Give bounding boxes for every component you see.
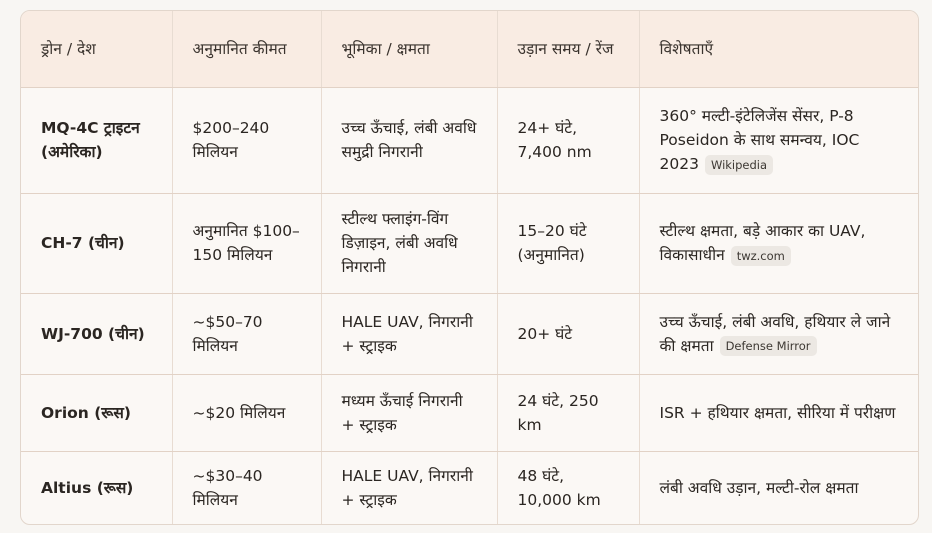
drone-role: स्टील्थ फ्लाइंग-विंग डिज़ाइन, लंबी अवधि … <box>321 193 498 294</box>
drone-features: लंबी अवधि उड़ान, मल्टी-रोल क्षमता <box>659 478 859 497</box>
drone-price: अनुमानित $100–150 मिलियन <box>172 193 322 294</box>
features-text: 360° मल्टी-इंटेलिजेंस सेंसर, P-8 Poseido… <box>659 107 860 173</box>
features-text: उच्च ऊँचाई, लंबी अवधि, हथियार ले जाने की… <box>659 312 891 355</box>
drone-price: ~$30–40 मिलियन <box>172 451 322 524</box>
drone-name: Altius (रूस) <box>21 451 173 524</box>
header-role: भूमिका / क्षमता <box>321 11 498 88</box>
drone-flight: 24+ घंटे, 7,400 nm <box>497 87 640 194</box>
features-text: स्टील्थ क्षमता, बड़े आकार का UAV, विकासा… <box>659 222 866 264</box>
drone-flight: 48 घंटे, 10,000 km <box>497 451 640 524</box>
drone-features: स्टील्थ क्षमता, बड़े आकार का UAV, विकासा… <box>639 193 918 294</box>
drone-role: HALE UAV, निगरानी + स्ट्राइक <box>321 293 498 375</box>
drone-flight: 24 घंटे, 250 km <box>497 374 640 452</box>
table-row: Altius (रूस) ~$30–40 मिलियन HALE UAV, नि… <box>21 451 918 524</box>
header-price: अनुमानित कीमत <box>172 11 322 88</box>
drone-features: उच्च ऊँचाई, लंबी अवधि, हथियार ले जाने की… <box>639 293 918 375</box>
drone-comparison-table: ड्रोन / देश अनुमानित कीमत भूमिका / क्षमत… <box>21 11 918 524</box>
table-row: Orion (रूस) ~$20 मिलियन मध्यम ऊँचाई निगर… <box>21 374 918 452</box>
drone-comparison-table-container: ड्रोन / देश अनुमानित कीमत भूमिका / क्षमत… <box>20 10 919 525</box>
drone-name: CH-7 (चीन) <box>21 193 173 294</box>
drone-price: ~$20 मिलियन <box>172 374 322 452</box>
drone-role: HALE UAV, निगरानी + स्ट्राइक <box>321 451 498 524</box>
drone-role: उच्च ऊँचाई, लंबी अवधि समुद्री निगरानी <box>321 87 498 194</box>
table-row: WJ-700 (चीन) ~$50–70 मिलियन HALE UAV, नि… <box>21 293 918 375</box>
drone-price: $200–240 मिलियन <box>172 87 322 194</box>
drone-features: ISR + हथियार क्षमता, सीरिया में परीक्षण <box>639 374 918 452</box>
header-drone-country: ड्रोन / देश <box>21 11 173 88</box>
source-badge[interactable]: twz.com <box>730 245 791 266</box>
table-row: MQ-4C ट्राइटन (अमेरिका) $200–240 मिलियन … <box>21 87 918 194</box>
drone-name: WJ-700 (चीन) <box>21 293 173 375</box>
drone-name: Orion (रूस) <box>21 374 173 452</box>
drone-name: MQ-4C ट्राइटन (अमेरिका) <box>21 87 173 194</box>
drone-flight: 15–20 घंटे (अनुमानित) <box>497 193 640 294</box>
source-badge[interactable]: Wikipedia <box>704 154 774 175</box>
drone-role: मध्यम ऊँचाई निगरानी + स्ट्राइक <box>321 374 498 452</box>
header-features: विशेषताएँ <box>639 11 918 88</box>
table-header-row: ड्रोन / देश अनुमानित कीमत भूमिका / क्षमत… <box>21 11 918 88</box>
header-flight: उड़ान समय / रेंज <box>497 11 640 88</box>
drone-price: ~$50–70 मिलियन <box>172 293 322 375</box>
source-badge[interactable]: Defense Mirror <box>719 336 817 356</box>
drone-features: 360° मल्टी-इंटेलिजेंस सेंसर, P-8 Poseido… <box>639 87 918 194</box>
drone-flight: 20+ घंटे <box>497 293 640 375</box>
table-row: CH-7 (चीन) अनुमानित $100–150 मिलियन स्टी… <box>21 193 918 294</box>
